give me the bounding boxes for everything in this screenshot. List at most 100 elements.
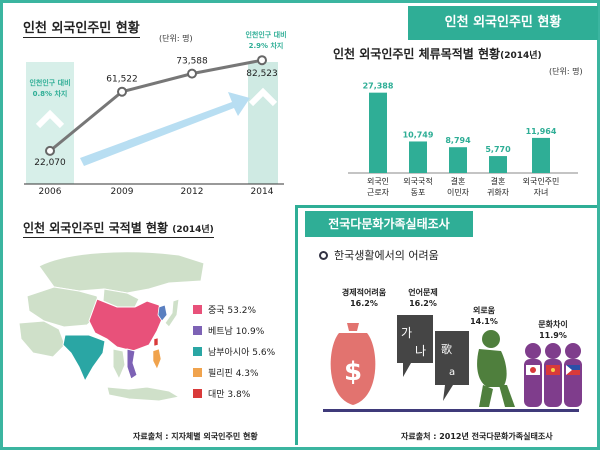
map-vietnam	[126, 348, 138, 380]
nationality-title-text: 인천 외국인주민 국적별 현황	[23, 221, 169, 235]
map-china	[88, 298, 164, 352]
legend-swatch	[193, 368, 202, 377]
survey-cat: 언어문제	[408, 288, 438, 297]
purpose-bar	[369, 92, 387, 173]
svg-text:歌: 歌	[441, 342, 452, 356]
trend-x-tick: 2009	[111, 187, 134, 196]
purpose-value-label: 8,794	[445, 136, 471, 145]
flag-philippines	[566, 365, 580, 370]
trend-point	[187, 68, 197, 79]
legend-swatch	[193, 389, 202, 398]
purpose-bar	[532, 137, 550, 173]
money-bag-icon: $	[330, 323, 376, 405]
trend-point	[45, 145, 55, 156]
asia-map	[18, 251, 205, 402]
purpose-title-text: 인천 외국인주민 체류목적별 현황	[333, 47, 501, 61]
main-tag: 인천 외국인주민 현황	[408, 6, 598, 40]
map-philippines	[152, 348, 162, 370]
trend-x-tick: 2014	[251, 187, 274, 196]
note-2014-line1: 인천인구 대비	[245, 30, 286, 39]
note-2006-line2: 0.8% 차지	[33, 89, 68, 98]
trend-value-label: 73,588	[176, 57, 208, 67]
purpose-category-label: 외국국적	[403, 176, 432, 186]
svg-text:가: 가	[401, 326, 412, 340]
nationality-title-year: (2014년)	[172, 225, 214, 235]
purpose-category-label: 결혼	[491, 176, 506, 186]
purpose-value-label: 27,388	[363, 82, 394, 91]
map-land-indochina	[112, 348, 126, 381]
purpose-category-label: 귀화자	[487, 187, 510, 197]
survey-illustrations: $ 가 나 歌 a	[323, 315, 582, 412]
purpose-bar	[489, 156, 507, 173]
map-japan	[164, 298, 180, 328]
highlight-col-last	[248, 62, 278, 184]
purpose-bar	[449, 147, 467, 173]
legend-label: 중국 53.2%	[208, 306, 257, 316]
survey-tag: 전국다문화가족실태조사	[305, 211, 473, 237]
nationality-title: 인천 외국인주민 국적별 현황 (2014년)	[23, 219, 214, 238]
purpose-unit: (단위: 명)	[549, 67, 583, 76]
legend-swatch	[193, 305, 202, 314]
trend-title: 인천 외국인주민 현황	[23, 17, 140, 38]
purpose-category-label: 근로자	[367, 188, 390, 197]
nationality-source: 자료출처 : 지자체별 외국인주민 현황	[133, 432, 258, 441]
survey-source: 자료출처 : 2012년 전국다문화가족실태조사	[401, 432, 553, 441]
speech-bubbles-icon: 가 나 歌 a	[397, 315, 469, 401]
trend-arrow-icon	[80, 92, 250, 166]
legend-item: 대만 3.8%	[193, 387, 250, 400]
survey-baseline	[323, 409, 579, 412]
legend-item: 베트남 10.9%	[193, 324, 264, 337]
survey-label-loneliness: 외로움 14.1%	[461, 305, 507, 327]
survey-val: 16.2%	[350, 299, 378, 308]
survey-cat: 경제적어려움	[341, 288, 387, 297]
purpose-category-label: 이민자	[447, 187, 470, 197]
trend-point	[117, 86, 127, 97]
nationality-legend: 중국 53.2% 베트남 10.9% 남부아시아 5.6% 필리핀 4.3% 대…	[193, 303, 293, 413]
purpose-value-label: 5,770	[485, 145, 511, 154]
trend-point	[257, 55, 267, 66]
purpose-title: 인천 외국인주민 체류목적별 현황(2014년)	[333, 45, 542, 62]
trend-value-label: 22,070	[34, 158, 66, 168]
map-korea	[157, 304, 168, 322]
purpose-value-label: 10,749	[403, 130, 434, 139]
trend-x-tick: 2012	[181, 187, 204, 196]
legend-swatch	[193, 347, 202, 356]
map-land-middle-east	[18, 320, 66, 358]
legend-swatch	[193, 326, 202, 335]
legend-label: 남부아시아 5.6%	[208, 348, 276, 358]
legend-label: 베트남 10.9%	[208, 327, 265, 337]
survey-subtitle-row: 한국생활에서의 어려움	[319, 247, 439, 263]
bullet-circle-icon	[319, 250, 328, 260]
trend-unit: (단위: 명)	[159, 34, 193, 43]
purpose-bar	[409, 141, 427, 173]
survey-val: 16.2%	[409, 299, 437, 308]
svg-text:a: a	[449, 367, 455, 378]
map-south-asia	[62, 334, 106, 383]
survey-cat: 문화차이	[538, 320, 568, 329]
survey-label-culture: 문화차이 11.9%	[525, 319, 581, 341]
purpose-category-label: 결혼	[451, 176, 466, 186]
survey-subtitle: 한국생활에서의 어려움	[334, 249, 439, 262]
lonely-person-icon	[477, 330, 515, 407]
note-2006-line1: 인천인구 대비	[29, 78, 70, 87]
highlight-col-first	[26, 62, 74, 184]
survey-label-language: 언어문제 16.2%	[395, 287, 451, 309]
map-taiwan	[153, 337, 159, 347]
chevron-up-icon	[248, 87, 278, 107]
chevron-up-icon	[35, 109, 65, 129]
legend-item: 남부아시아 5.6%	[193, 345, 275, 358]
legend-item: 중국 53.2%	[193, 303, 256, 316]
purpose-category-label: 자녀	[534, 188, 549, 197]
svg-text:나: 나	[415, 344, 426, 358]
map-land-indonesia	[106, 386, 181, 402]
survey-val: 14.1%	[470, 317, 498, 326]
people-flags-icon	[524, 343, 582, 407]
legend-item: 필리핀 4.3%	[193, 366, 259, 379]
purpose-value-label: 11,964	[526, 127, 557, 136]
trend-series-line	[49, 58, 263, 153]
trend-value-label: 61,522	[106, 75, 138, 85]
purpose-title-year: (2014년)	[500, 51, 542, 61]
survey-val: 11.9%	[539, 331, 567, 340]
